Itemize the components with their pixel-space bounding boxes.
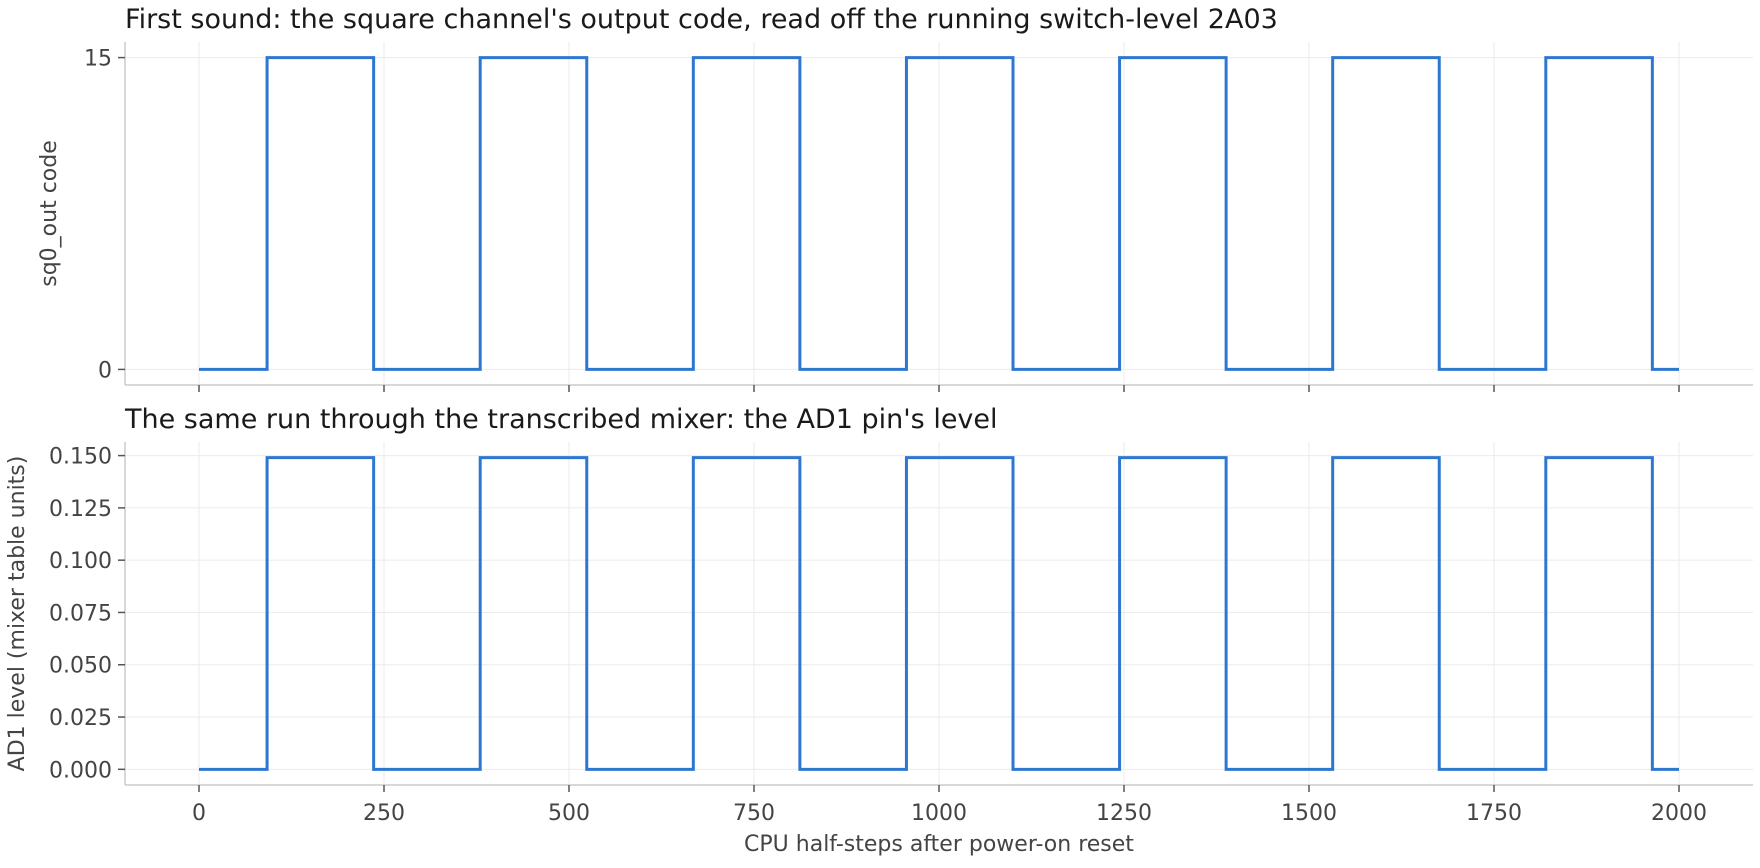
x-tick-label: 750 xyxy=(733,801,775,826)
x-tick-label: 500 xyxy=(548,801,590,826)
y-tick-label: 0.000 xyxy=(49,758,112,783)
series-line xyxy=(199,456,1679,771)
top-panel: 0 15 First sound: the square channel's out… xyxy=(37,4,1753,392)
y-tick-label: 0.075 xyxy=(49,601,112,626)
y-axis-label: sq0_out code xyxy=(37,140,62,287)
x-tick-label: 250 xyxy=(363,801,405,826)
x-axis-label: CPU half-steps after power-on reset xyxy=(744,832,1134,857)
chart-title: The same run through the transcribed mix… xyxy=(124,404,998,435)
y-tick-label: 0.100 xyxy=(49,549,112,574)
series-line xyxy=(199,56,1679,371)
y-tick-label: 0.150 xyxy=(49,445,112,470)
y-tick-label: 0 xyxy=(98,358,112,383)
y-axis-label: AD1 level (mixer table units) xyxy=(5,456,30,772)
x-tick-label: 1250 xyxy=(1096,801,1152,826)
chart-title: First sound: the square channel's output… xyxy=(125,4,1278,35)
y-tick-label: 15 xyxy=(84,47,112,72)
x-tick-label: 1000 xyxy=(911,801,967,826)
bottom-panel: 0 250 500 750 1000 1250 1500 1750 2000 0.000 0.025… xyxy=(5,404,1753,857)
x-tick-label: 1500 xyxy=(1281,801,1337,826)
y-tick-label: 0.050 xyxy=(49,654,112,679)
x-tick-label: 1750 xyxy=(1466,801,1522,826)
y-tick-label: 0.125 xyxy=(49,497,112,522)
y-tick-label: 0.025 xyxy=(49,706,112,731)
x-tick-label: 2000 xyxy=(1651,801,1707,826)
x-tick-label: 0 xyxy=(192,801,206,826)
